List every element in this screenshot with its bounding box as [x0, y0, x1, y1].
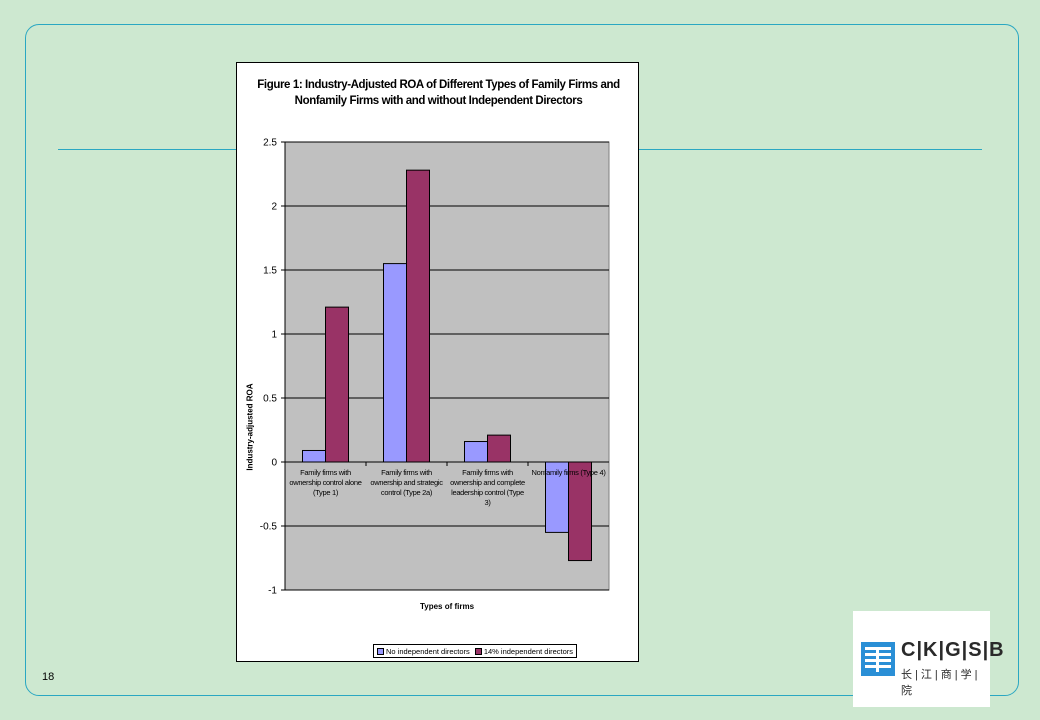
legend-item-series-1: No independent directors — [377, 647, 470, 656]
y-tick-label-3: 0.5 — [263, 394, 277, 405]
title-rule-right — [639, 149, 982, 150]
x-category-label-1: Family firms with ownership control alon… — [289, 468, 362, 497]
y-tick-label-4: 1 — [271, 330, 277, 341]
chart-legend: No independent directors 14% independent… — [373, 644, 578, 658]
y-tick-label-5: 1.5 — [263, 266, 277, 277]
legend-label-series-2: 14% independent directors — [483, 646, 574, 656]
page-number: 18 — [42, 671, 55, 683]
y-tick-label-2: 0 — [271, 458, 277, 469]
bar-series-1-cat-3 — [464, 441, 488, 463]
logo-wordmark: C|K|G|S|B — [901, 639, 1005, 661]
y-tick-label-7: 2.5 — [263, 138, 277, 149]
logo-chinese-name: 长|江|商|学|院 — [901, 669, 981, 697]
x-axis-label: Types of firms — [419, 602, 475, 611]
chart-title: Figure 1: Industry-Adjusted ROA of Diffe… — [257, 79, 620, 107]
x-category-label-2: Family firms with ownership and strategi… — [370, 468, 443, 497]
bar-series-1-cat-2 — [383, 263, 407, 463]
x-category-label-3: Family firms with ownership and complete… — [450, 468, 525, 507]
y-axis-label: Industry-adjusted ROA — [245, 383, 255, 471]
bar-chart: -1 -0.5 0 0.5 1 1.5 2 2.5 — [260, 138, 610, 597]
title-rule-left — [58, 149, 236, 150]
legend-item-series-2: 14% independent directors — [474, 646, 574, 656]
y-tick-label-1: -0.5 — [260, 522, 278, 533]
slide-frame — [25, 24, 1019, 696]
legend-swatch-series-2 — [474, 647, 482, 655]
ckgsb-logo: C|K|G|S|B 长|江|商|学|院 — [853, 611, 1004, 707]
y-tick-label-6: 2 — [271, 202, 277, 213]
x-category-label-4: Nonfamily firms (Type 4) — [531, 468, 606, 477]
legend-swatch-series-1 — [377, 647, 384, 655]
bar-series-2-cat-1 — [325, 306, 349, 463]
bar-series-1-cat-1 — [302, 449, 326, 463]
ckgsb-logo-mark-icon — [861, 642, 895, 676]
chart-container: Figure 1: Industry-Adjusted ROA of Diffe… — [236, 62, 639, 662]
y-tick-label-0: -1 — [268, 586, 277, 597]
bar-series-2-cat-3 — [487, 434, 511, 463]
bar-series-2-cat-2 — [406, 169, 430, 463]
legend-label-series-1: No independent directors — [386, 646, 470, 656]
